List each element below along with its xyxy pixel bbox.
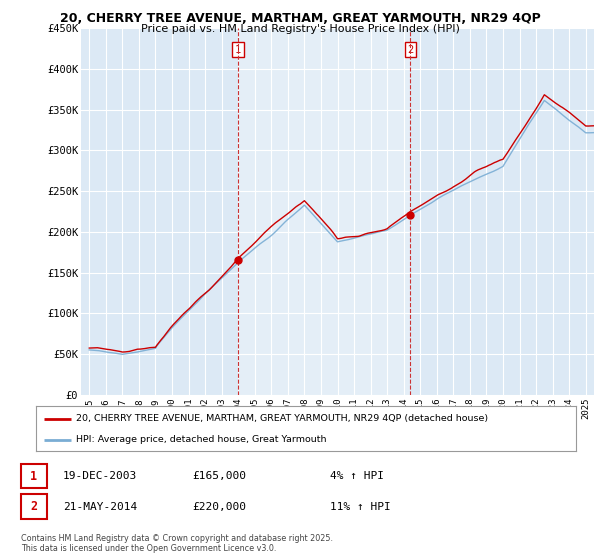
Text: 21-MAY-2014: 21-MAY-2014 [63, 502, 137, 512]
Text: 20, CHERRY TREE AVENUE, MARTHAM, GREAT YARMOUTH, NR29 4QP: 20, CHERRY TREE AVENUE, MARTHAM, GREAT Y… [59, 12, 541, 25]
Bar [238, 28, 410, 395]
Text: 1: 1 [235, 44, 241, 54]
Text: HPI: Average price, detached house, Great Yarmouth: HPI: Average price, detached house, Grea… [77, 435, 327, 444]
Text: Price paid vs. HM Land Registry's House Price Index (HPI): Price paid vs. HM Land Registry's House … [140, 24, 460, 34]
Text: 11% ↑ HPI: 11% ↑ HPI [330, 502, 391, 512]
Text: 4% ↑ HPI: 4% ↑ HPI [330, 471, 384, 481]
Text: 2: 2 [407, 44, 413, 54]
Text: 1: 1 [31, 469, 37, 483]
Text: Contains HM Land Registry data © Crown copyright and database right 2025.
This d: Contains HM Land Registry data © Crown c… [21, 534, 333, 553]
Text: £165,000: £165,000 [192, 471, 246, 481]
Text: 2: 2 [31, 500, 37, 514]
Text: 20, CHERRY TREE AVENUE, MARTHAM, GREAT YARMOUTH, NR29 4QP (detached house): 20, CHERRY TREE AVENUE, MARTHAM, GREAT Y… [77, 414, 488, 423]
Text: 19-DEC-2003: 19-DEC-2003 [63, 471, 137, 481]
Text: £220,000: £220,000 [192, 502, 246, 512]
